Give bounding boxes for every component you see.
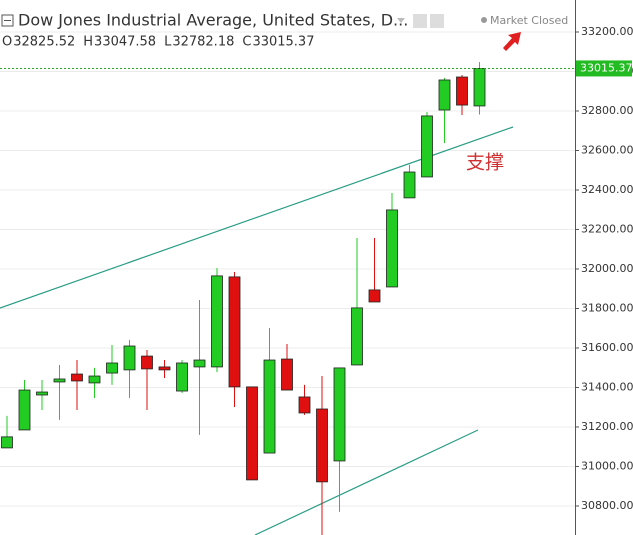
- chart-title: Dow Jones Industrial Average, United Sta…: [18, 11, 408, 30]
- trend-line: [254, 429, 479, 535]
- candle-body: [106, 362, 118, 374]
- ohlc-value: 32782.18: [172, 35, 234, 50]
- ohlc-value: 33015.37: [252, 35, 314, 50]
- ohlc-letter: C: [242, 35, 251, 50]
- candle-body: [18, 389, 31, 431]
- candle-body: [298, 396, 311, 414]
- ohlc-letter: H: [83, 35, 93, 50]
- candle-body: [36, 391, 48, 396]
- candle-body: [88, 375, 101, 384]
- ohlc-legend: O 32825.52 H 33047.58 L 32782.18 C 33015.37: [2, 35, 314, 50]
- candle-body: [211, 275, 223, 368]
- candle-body: [53, 378, 66, 383]
- candle-body: [263, 359, 276, 454]
- annotation: 支撑: [466, 152, 504, 174]
- ohlc-letter: L: [164, 35, 172, 50]
- candle-body: [1, 436, 13, 449]
- candle-body: [421, 115, 433, 178]
- y-tick-label: 32400.00: [581, 183, 633, 196]
- candle-body: [281, 358, 293, 391]
- candle-body: [176, 362, 188, 392]
- settings-icon[interactable]: [430, 14, 444, 28]
- y-tick-label: 31800.00: [581, 301, 633, 314]
- candle-body: [228, 276, 241, 388]
- ohlc-value: 32825.52: [13, 35, 75, 50]
- candle-body: [368, 289, 381, 303]
- price-tag: [576, 60, 632, 77]
- candle-body: [158, 366, 171, 371]
- candle-body: [351, 307, 363, 366]
- y-tick-label: 31400.00: [581, 380, 633, 393]
- status-dot: [481, 17, 487, 23]
- candles: [1, 62, 486, 535]
- y-tick-label: 30800.00: [581, 499, 633, 512]
- y-tick-label: 31000.00: [581, 459, 633, 472]
- ohlc-value: 33047.58: [94, 35, 156, 50]
- candle-body: [403, 171, 416, 199]
- y-tick-label: 32000.00: [581, 262, 633, 275]
- ohlc-letter: O: [2, 35, 12, 50]
- y-tick-label: 31200.00: [581, 420, 633, 433]
- y-tick-label: 33200.00: [581, 25, 633, 38]
- candle-body: [473, 68, 486, 107]
- candle-body: [438, 79, 451, 111]
- dropdown-icon[interactable]: [397, 18, 405, 23]
- candle-body: [141, 355, 153, 370]
- candle-body: [193, 359, 206, 368]
- arrow: [503, 32, 521, 51]
- candle-body: [333, 367, 346, 462]
- collapse-icon[interactable]: [1, 14, 14, 27]
- candle-body: [246, 386, 258, 481]
- candle-body: [71, 373, 83, 382]
- candle-body: [316, 408, 328, 483]
- candle-body: [123, 345, 136, 371]
- candle-body: [386, 209, 398, 288]
- y-tick-label: 31600.00: [581, 341, 633, 354]
- candle-body: [456, 76, 468, 106]
- settings-icon[interactable]: [413, 14, 427, 28]
- y-tick-label: 32600.00: [581, 143, 633, 156]
- y-tick-label: 32800.00: [581, 104, 633, 117]
- y-tick-label: 32200.00: [581, 222, 633, 235]
- market-status: Market Closed: [490, 14, 568, 27]
- price-tag-label: 33015.37: [580, 61, 633, 74]
